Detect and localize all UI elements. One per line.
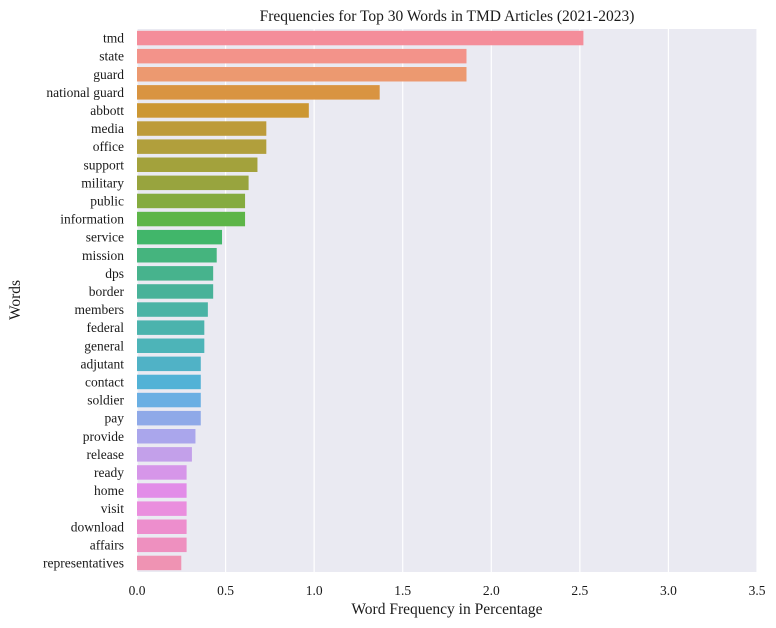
x-tick-label: 3.0: [660, 583, 677, 598]
y-tick-label: military: [81, 175, 124, 190]
y-tick-label: affairs: [90, 537, 124, 552]
y-tick-label: service: [86, 230, 124, 245]
y-tick-label: adjutant: [81, 356, 125, 371]
x-tick-label: 1.5: [394, 583, 411, 598]
x-tick-label: 3.5: [749, 583, 766, 598]
bar-provide: [137, 429, 196, 444]
bar-general: [137, 338, 205, 353]
x-axis-label: Word Frequency in Percentage: [351, 601, 542, 618]
y-tick-label: soldier: [87, 393, 124, 408]
bar-border: [137, 284, 214, 299]
y-tick-label: mission: [82, 248, 124, 263]
y-tick-label: abbott: [90, 103, 124, 118]
y-tick-label: home: [94, 483, 124, 498]
bar-affairs: [137, 537, 187, 553]
bar-release: [137, 447, 192, 462]
y-tick-label: release: [87, 447, 124, 462]
bar-download: [137, 519, 187, 534]
y-tick-label: download: [71, 519, 124, 534]
bar-contact: [137, 374, 201, 390]
bar-abbott: [137, 103, 309, 118]
chart-title: Frequencies for Top 30 Words in TMD Arti…: [260, 8, 635, 25]
y-tick-label: contact: [85, 374, 124, 389]
grid-lines: [136, 29, 758, 572]
bar-mission: [137, 248, 217, 263]
y-tick-label: state: [99, 49, 124, 64]
y-tick-label: federal: [87, 320, 125, 335]
y-tick-label: information: [60, 212, 124, 227]
y-tick-label: border: [89, 284, 125, 299]
bar-office: [137, 139, 267, 154]
plot-background: [137, 29, 757, 572]
y-tick-label: media: [91, 121, 124, 136]
x-tick-labels: 0.0 0.5 1.0 1.5 2.0 2.5 3.0 3.5: [129, 583, 766, 598]
y-tick-label: office: [93, 139, 124, 154]
bar-media: [137, 121, 267, 136]
bar-support: [137, 157, 258, 172]
bar-dps: [137, 266, 214, 281]
bar-state: [137, 48, 467, 64]
bar-visit: [137, 501, 187, 516]
y-tick-label: support: [84, 157, 125, 172]
bar-national-guard: [137, 85, 380, 100]
bar-guard: [137, 67, 467, 82]
bar-soldier: [137, 392, 201, 408]
y-tick-label: tmd: [103, 31, 124, 46]
y-tick-label: national guard: [46, 85, 124, 100]
y-tick-label: pay: [105, 411, 125, 426]
y-tick-label: dps: [105, 266, 124, 281]
y-axis-label: Words: [7, 280, 24, 320]
bar-pay: [137, 410, 201, 426]
bar-service: [137, 229, 223, 245]
bar-adjutant: [137, 356, 201, 372]
y-tick-label: ready: [94, 465, 124, 480]
bar-federal: [137, 320, 205, 335]
y-tick-label: provide: [83, 429, 124, 444]
x-tick-label: 2.5: [571, 583, 588, 598]
y-tick-labels: tmd state guard national guard abbott media of…: [43, 31, 124, 571]
x-tick-label: 0.5: [217, 583, 234, 598]
y-tick-label: members: [75, 302, 125, 317]
bar-tmd: [137, 30, 584, 46]
x-tick-label: 0.0: [129, 583, 146, 598]
bar-ready: [137, 465, 187, 480]
bar-members: [137, 302, 208, 317]
x-tick-label: 2.0: [483, 583, 500, 598]
bar-public: [137, 193, 246, 209]
bars: [137, 30, 584, 571]
y-tick-label: visit: [101, 501, 125, 516]
bar-home: [137, 483, 187, 498]
y-tick-label: guard: [93, 67, 124, 82]
y-tick-label: representatives: [43, 555, 124, 570]
x-tick-label: 1.0: [306, 583, 323, 598]
y-tick-label: general: [84, 338, 124, 353]
y-tick-label: public: [90, 193, 124, 208]
bar-military: [137, 175, 249, 191]
bar-representatives: [137, 555, 182, 571]
bar-information: [137, 211, 246, 227]
